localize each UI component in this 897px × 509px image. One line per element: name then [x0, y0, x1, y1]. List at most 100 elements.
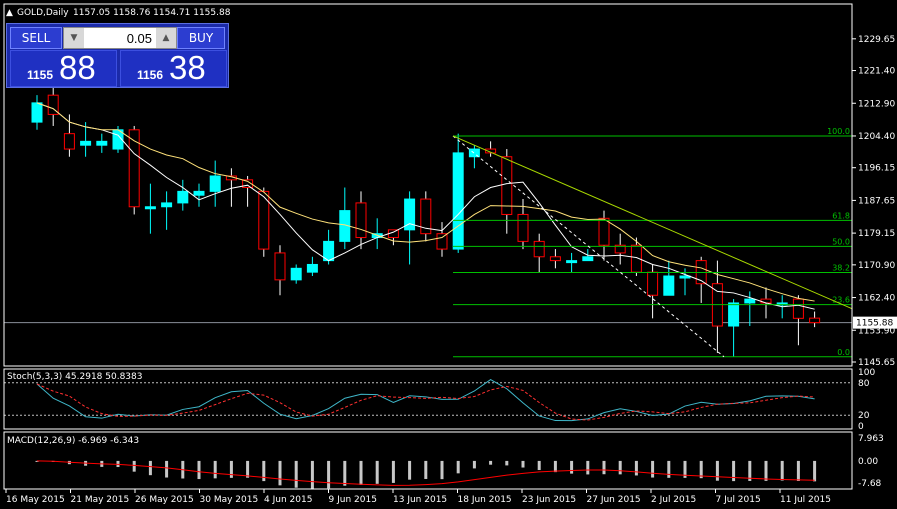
macd-histogram-bar: [748, 460, 752, 481]
candle-bearish: [647, 271, 659, 296]
macd-histogram-bar: [213, 460, 217, 479]
price-tick-label: 1153.90: [858, 326, 895, 336]
price-tick-label: 1204.40: [858, 132, 895, 142]
macd-histogram-bar: [780, 460, 784, 481]
price-tick-label: 1145.65: [858, 358, 895, 368]
macd-histogram-bar: [391, 460, 395, 483]
lot-size-stepper[interactable]: ▼ ▲: [63, 27, 177, 49]
candle-bearish: [242, 179, 254, 189]
macd-histogram-bar: [602, 460, 606, 475]
macd-histogram-bar: [246, 460, 250, 478]
macd-histogram-bar: [715, 460, 719, 481]
moving-average-slow: [36, 102, 815, 302]
date-tick-label: 26 May 2015: [135, 495, 194, 505]
macd-histogram-bar: [699, 460, 703, 479]
macd-histogram-bar: [148, 460, 152, 476]
macd-histogram-bar: [732, 460, 736, 482]
buy-quote-pips: 38: [169, 49, 206, 86]
candle-bullish: [452, 152, 464, 250]
candle-bullish: [306, 263, 318, 273]
candle-bearish: [485, 148, 497, 154]
lot-decrease-arrow-icon[interactable]: ▼: [64, 28, 84, 48]
date-tick-label: 13 Jun 2015: [393, 495, 447, 505]
price-tick-label: 1179.15: [858, 229, 895, 239]
macd-histogram-bar: [440, 460, 444, 480]
sell-quote-pips: 88: [59, 49, 96, 86]
date-tick-label: 23 Jun 2015: [522, 495, 576, 505]
candle-bearish: [549, 256, 561, 262]
symbol-label: GOLD,Daily: [17, 8, 69, 18]
candle-bullish: [161, 202, 173, 208]
candle-bearish: [355, 202, 367, 239]
macd-histogram-bar: [651, 460, 655, 478]
moving-average-fast: [36, 102, 815, 310]
macd-histogram-bar: [472, 460, 476, 469]
candle-bullish: [193, 190, 205, 196]
fib-level-label: 0.0: [837, 348, 850, 357]
date-tick-label: 9 Jun 2015: [329, 495, 377, 505]
stoch-label: Stoch(5,3,3) 45.2918 50.8383: [7, 372, 142, 382]
lot-size-input[interactable]: [86, 29, 154, 47]
candle-bearish: [760, 298, 772, 304]
macd-histogram-bar: [375, 460, 379, 484]
macd-histogram-bar: [586, 460, 590, 475]
macd-histogram-bar: [537, 460, 541, 471]
candle-bearish: [420, 198, 432, 235]
lot-increase-arrow-icon[interactable]: ▲: [156, 28, 176, 48]
buy-button[interactable]: BUY: [177, 27, 225, 49]
price-tick-label: 1196.15: [858, 164, 895, 174]
stoch-tick-label: 0: [858, 422, 864, 432]
sell-quote-prefix: 1155: [27, 68, 54, 82]
candle-bearish: [274, 252, 286, 281]
candle-bearish: [792, 298, 804, 319]
macd-histogram-bar: [229, 460, 233, 478]
macd-histogram-bar: [796, 460, 800, 481]
date-tick-label: 21 May 2015: [71, 495, 130, 505]
candle-bearish: [598, 217, 610, 246]
macd-tick-label: 0.00: [858, 457, 878, 467]
candle-bullish: [582, 256, 594, 262]
macd-histogram-bar: [634, 460, 638, 476]
macd-tick-label: 7.963: [858, 434, 884, 444]
candle-bullish: [566, 260, 578, 264]
buy-quote-prefix: 1156: [137, 68, 164, 82]
macd-histogram-bar: [553, 460, 557, 473]
macd-histogram-bar: [667, 460, 671, 478]
main-panel-border: [3, 3, 853, 367]
candle-bullish: [404, 198, 416, 231]
candle-bullish: [80, 140, 92, 146]
macd-histogram-bar: [424, 460, 428, 479]
axes: 1229.65 1221.40 1212.90 1204.40 1196.15 1187.…: [3, 3, 897, 505]
fib-level-label: 38.2: [832, 263, 850, 272]
macd-tick-label: -7.68: [858, 479, 882, 489]
price-tick-label: 1187.65: [858, 196, 895, 206]
fib-level-label: 61.8: [832, 211, 850, 220]
macd-histogram-bar: [456, 460, 460, 474]
macd-signal-line: [36, 460, 815, 486]
price-tick-label: 1229.65: [858, 35, 895, 45]
price-tick-label: 1162.40: [858, 294, 895, 304]
main-price-panel: 100.0 61.8 50.0 38.2 23.6 0.0: [4, 68, 853, 358]
price-tick-label: 1212.90: [858, 99, 895, 109]
macd-histogram-bar: [489, 460, 493, 465]
candle-bullish: [31, 102, 43, 123]
date-tick-label: 30 May 2015: [200, 495, 259, 505]
date-tick-label: 18 Jun 2015: [458, 495, 512, 505]
price-tick-label: 1221.40: [858, 67, 895, 77]
stoch-panel-border: [3, 368, 853, 430]
current-price-box: [853, 316, 897, 329]
macd-histogram-bar: [262, 460, 266, 482]
stochastic-panel: [4, 378, 852, 422]
sell-button[interactable]: SELL: [10, 27, 62, 49]
buy-quote[interactable]: 1156 38: [120, 49, 227, 87]
candle-bullish: [209, 175, 221, 192]
date-tick-label: 7 Jul 2015: [716, 495, 761, 505]
macd-panel: [35, 460, 817, 490]
macd-histogram-bar: [294, 460, 298, 488]
sell-quote[interactable]: 1155 88: [10, 49, 117, 87]
fib-level-label: 23.6: [832, 296, 850, 305]
macd-histogram-bar: [278, 460, 282, 486]
stoch-main-line: [36, 378, 815, 422]
candle-bearish: [47, 94, 59, 115]
